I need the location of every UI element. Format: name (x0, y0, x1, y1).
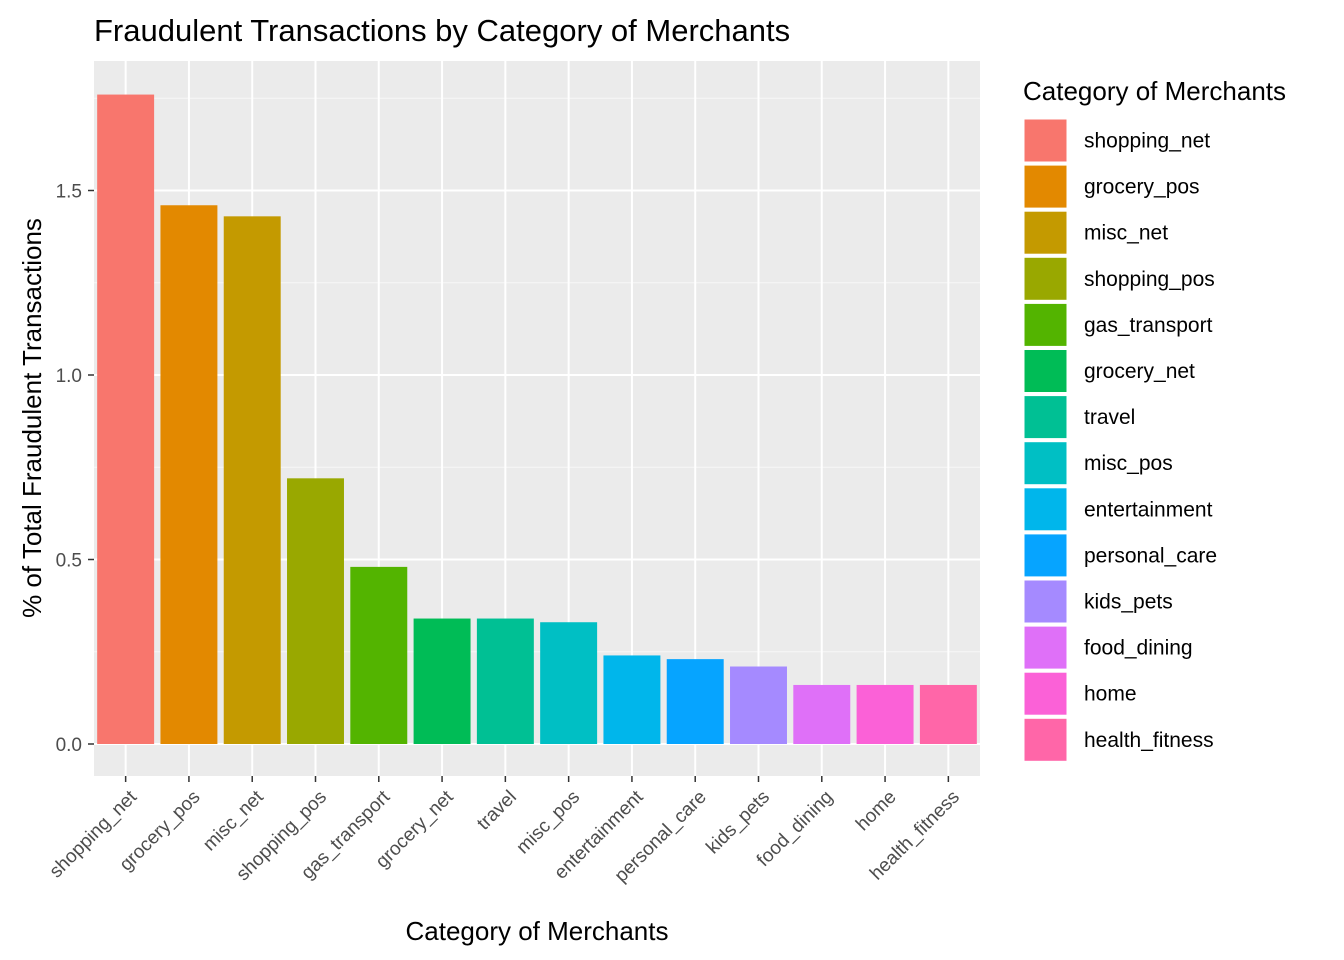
x-tick-label: home (852, 787, 900, 835)
y-axis-title: % of Total Fraudulent Transactions (17, 218, 47, 618)
bar-travel (476, 618, 534, 744)
bar-kids_pets (730, 666, 787, 744)
x-axis-title: Category of Merchants (405, 916, 668, 946)
y-tick-label: 1.5 (56, 182, 82, 203)
x-axis: shopping_netgrocery_posmisc_netshopping_… (46, 776, 964, 887)
legend-label: food_dining (1084, 637, 1193, 660)
legend-key-shopping_pos (1023, 256, 1068, 301)
legend-key-health_fitness (1023, 717, 1068, 762)
legend: Category of Merchants shopping_netgrocer… (1023, 76, 1286, 762)
legend-key-entertainment (1023, 487, 1068, 532)
legend-key-shopping_net (1023, 118, 1068, 163)
legend-label: entertainment (1084, 498, 1213, 521)
legend-label: misc_net (1084, 222, 1168, 245)
legend-label: grocery_net (1084, 360, 1195, 383)
bar-grocery_pos (160, 205, 218, 744)
legend-label: misc_pos (1084, 452, 1173, 475)
bar-shopping_net (97, 94, 155, 744)
legend-label: home (1084, 683, 1137, 706)
legend-key-personal_care (1023, 533, 1068, 578)
legend-key-food_dining (1023, 625, 1068, 670)
legend-key-grocery_net (1023, 349, 1068, 393)
bar-misc_pos (540, 622, 598, 744)
legend-key-grocery_pos (1023, 164, 1068, 209)
legend-key-home (1023, 671, 1068, 716)
legend-key-travel (1023, 395, 1068, 440)
legend-label: grocery_pos (1084, 176, 1200, 199)
legend-key-misc_net (1023, 210, 1068, 255)
legend-label: gas_transport (1084, 314, 1213, 337)
legend-label: travel (1084, 406, 1135, 429)
legend-label: health_fitness (1084, 729, 1214, 752)
x-tick-label: travel (473, 787, 521, 835)
bar-misc_net (223, 216, 281, 744)
bar-shopping_pos (287, 478, 344, 744)
bar-personal_care (666, 659, 724, 744)
y-axis: 0.0 0.5 1.0 1.5 (56, 182, 94, 756)
legend-key-gas_transport (1023, 302, 1068, 347)
bar-grocery_net (413, 618, 471, 744)
y-tick-label: 0.5 (56, 551, 82, 572)
chart-title: Fraudulent Transactions by Category of M… (94, 13, 790, 48)
y-tick-label: 0.0 (56, 735, 82, 756)
legend-label: personal_care (1084, 544, 1217, 567)
bar-gas_transport (350, 566, 408, 744)
legend-label: shopping_pos (1084, 268, 1215, 291)
legend-key-misc_pos (1023, 441, 1068, 486)
legend-label: shopping_net (1084, 130, 1210, 153)
bar-food_dining (793, 684, 851, 744)
bar-home (856, 684, 914, 744)
bars (97, 94, 977, 744)
y-tick-label: 1.0 (56, 366, 82, 387)
legend-label: kids_pets (1084, 591, 1173, 614)
bar-entertainment (603, 655, 661, 744)
legend-key-kids_pets (1023, 579, 1068, 624)
bar-health_fitness (919, 684, 977, 744)
legend-title: Category of Merchants (1023, 76, 1286, 106)
